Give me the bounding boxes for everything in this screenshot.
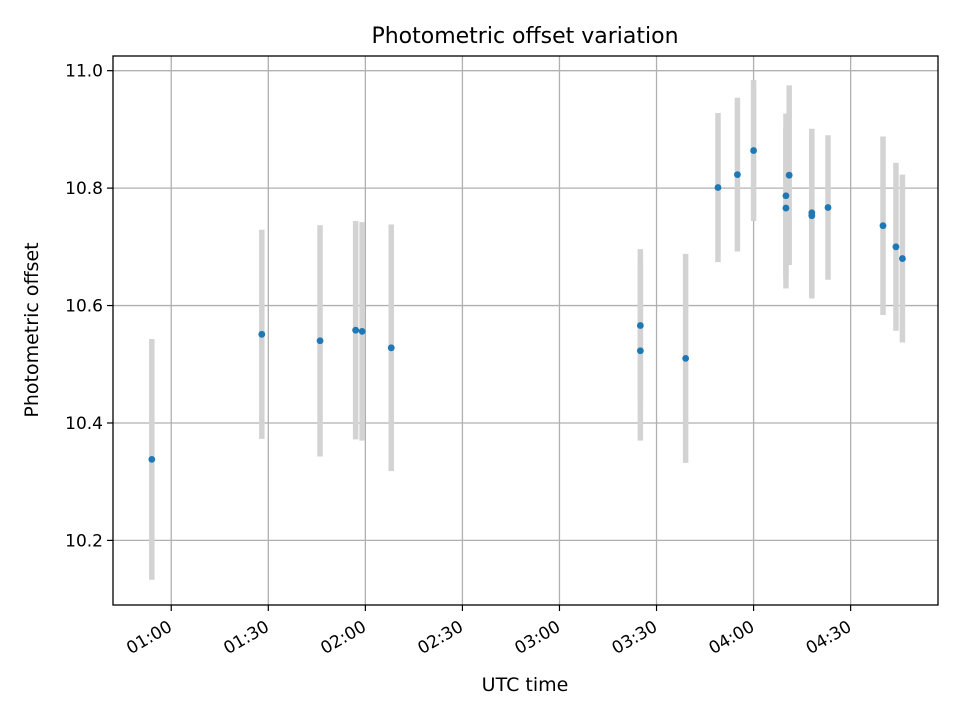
data-point — [785, 171, 793, 179]
data-point — [714, 184, 722, 191]
data-point — [358, 327, 366, 335]
data-point — [387, 344, 395, 352]
data-point — [808, 212, 816, 220]
y-tick-label: 10.8 — [65, 179, 103, 199]
data-point — [879, 222, 887, 230]
data-point — [899, 255, 906, 262]
data-point — [636, 322, 644, 329]
data-point — [782, 204, 790, 212]
y-tick-label: 11.0 — [65, 62, 103, 82]
data-point — [824, 204, 832, 211]
y-tick-label: 10.2 — [65, 531, 103, 551]
y-axis-label: Photometric offset — [21, 242, 43, 417]
data-point — [682, 354, 690, 362]
y-tick-label: 10.6 — [65, 297, 103, 317]
data-point — [352, 326, 360, 334]
data-point — [892, 243, 900, 251]
data-point — [148, 455, 156, 463]
y-tick-label: 10.4 — [65, 414, 103, 434]
data-point — [258, 330, 266, 338]
chart-title: Photometric offset variation — [371, 24, 678, 49]
grid — [113, 56, 938, 605]
data-point — [636, 347, 644, 355]
data-points — [148, 147, 906, 463]
plot-frame — [112, 55, 939, 606]
data-point — [750, 147, 757, 154]
y-axis-ticks: 10.2 10.4 10.6 10.8 11.0 — [65, 62, 113, 551]
data-point — [734, 171, 741, 179]
x-axis-label: UTC time — [482, 674, 569, 696]
data-point — [316, 337, 324, 345]
data-point — [782, 192, 790, 200]
